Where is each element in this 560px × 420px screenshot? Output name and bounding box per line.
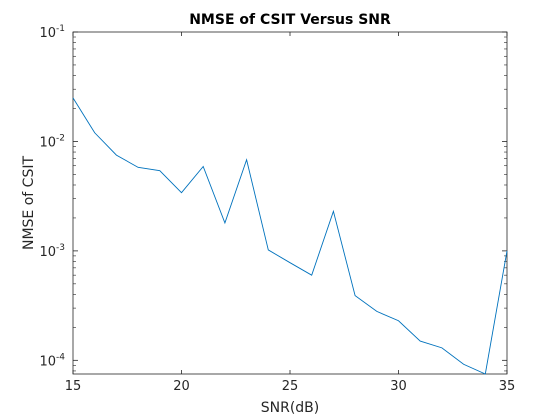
x-axis-label: SNR(dB) [261, 400, 320, 416]
x-tick-label: 25 [282, 379, 299, 394]
y-axis-label: NMSE of CSIT [21, 156, 37, 250]
series-layer [72, 97, 508, 375]
x-tick-label: 35 [499, 379, 516, 394]
x-tick-label: 15 [65, 379, 82, 394]
series-line [72, 97, 508, 375]
y-tick-label: 10-3 [39, 243, 65, 260]
y-tick-label: 10-4 [39, 352, 65, 369]
y-tick-label: 10-1 [39, 24, 65, 41]
x-tick-label: 20 [173, 379, 190, 394]
plot-area [72, 31, 508, 375]
axis-ticks: 15 20 25 30 35 10-4 10-3 10-2 10-1 [39, 24, 515, 394]
x-tick-label: 30 [390, 379, 407, 394]
chart-title: NMSE of CSIT Versus SNR [189, 12, 391, 28]
y-tick-label: 10-2 [39, 133, 65, 150]
